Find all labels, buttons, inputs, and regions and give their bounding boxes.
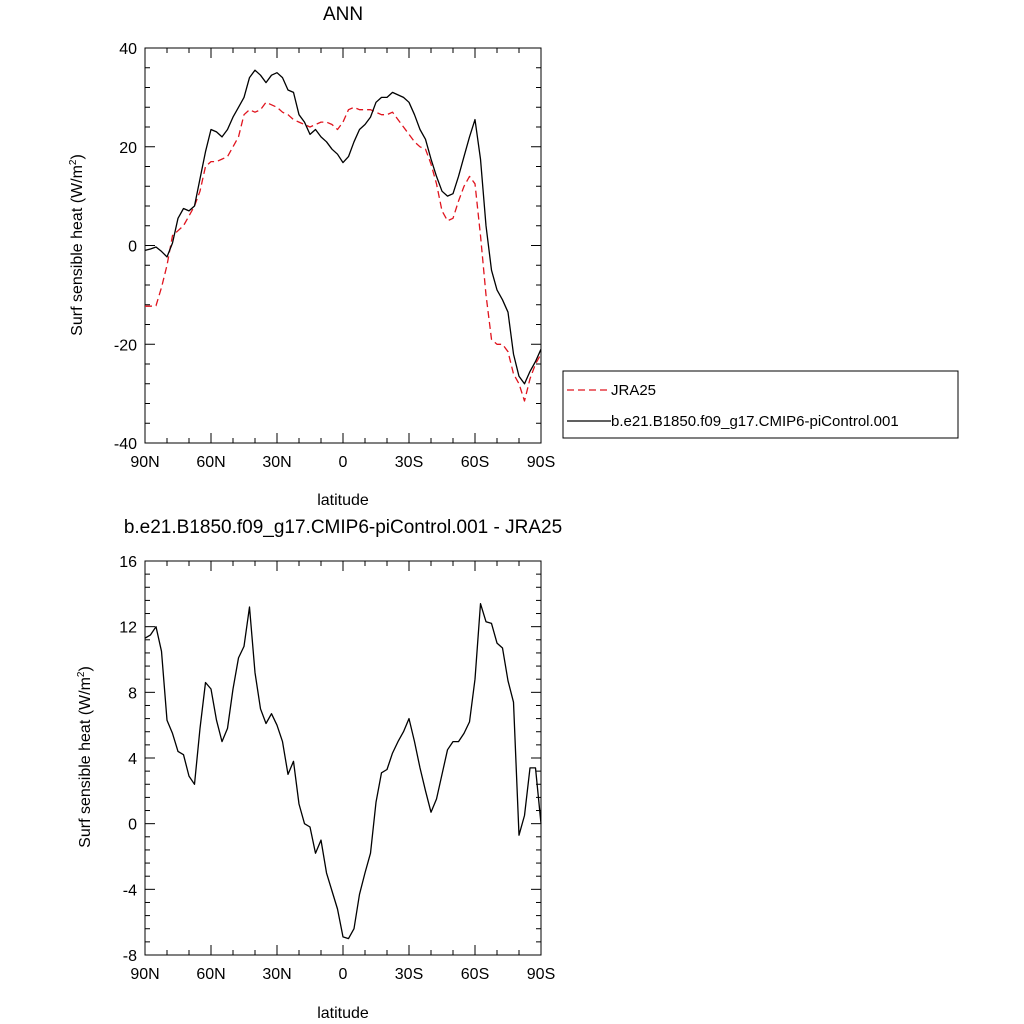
y-tick-label: -40 (114, 436, 137, 453)
x-tick-label: 60N (196, 966, 225, 983)
y-tick-label: 20 (119, 140, 137, 157)
y-tick-label: -20 (114, 337, 137, 354)
series-line-b-e21-b1850-f09-g17-cmip6-picontrol-001 (144, 69, 542, 385)
y-tick-label: -8 (123, 948, 137, 965)
x-tick-label: 30N (262, 966, 291, 983)
x-tick-label: 60S (461, 454, 489, 471)
legend-box (562, 370, 959, 439)
x-tick-label: 60S (461, 966, 489, 983)
y-tick-label: 16 (119, 554, 137, 571)
chart-title: b.e21.B1850.f09_g17.CMIP6-piControl.001 … (124, 517, 562, 538)
y-tick-label: 8 (128, 685, 137, 702)
y-tick-label: 40 (119, 41, 137, 58)
x-tick-label: 30N (262, 454, 291, 471)
y-axis-label: Surf sensible heat (W/m2) (76, 666, 94, 848)
x-tick-label: 90S (527, 966, 555, 983)
plot-area: 90N 60N 30N 0 30S 60S 90S -8 -4 0 4 8 12 16 (119, 554, 555, 983)
y-tick-label: 4 (128, 751, 137, 768)
x-tick-label: 90S (527, 454, 555, 471)
y-axis-label: Surf sensible heat (W/m2) (68, 154, 86, 336)
y-tick-label: -4 (123, 882, 137, 899)
y-axis-label-close: ) (69, 154, 86, 159)
x-tick-label: 0 (339, 454, 348, 471)
y-tick-label: 12 (119, 620, 137, 637)
legend-label-jra25: JRA25 (611, 382, 656, 399)
plot-area: 90N 60N 30N 0 30S 60S 90S -40 -20 0 20 40 (114, 41, 555, 471)
y-tick-label: 0 (128, 239, 137, 256)
x-tick-label: 90N (130, 454, 159, 471)
x-tick-label: 0 (339, 966, 348, 983)
y-axis-label-close: ) (77, 666, 94, 671)
legend: JRA25 b.e21.B1850.f09_g17.CMIP6-piContro… (562, 370, 959, 439)
legend-label-model: b.e21.B1850.f09_g17.CMIP6-piControl.001 (611, 413, 899, 430)
plot-frame (144, 560, 542, 956)
chart-title: ANN (323, 4, 363, 25)
bottom-panel: b.e21.B1850.f09_g17.CMIP6-piControl.001 … (76, 517, 562, 1022)
y-axis-label-text: Surf sensible heat (W/m (77, 677, 94, 848)
y-tick-label: 0 (128, 817, 137, 834)
x-tick-label: 90N (130, 966, 159, 983)
x-tick-label: 30S (395, 454, 423, 471)
y-axis-label-text: Surf sensible heat (W/m (69, 165, 86, 336)
top-panel: ANN 90N 60N 30N 0 30S 60S 90S -40 -20 0 20 40 latit… (68, 4, 555, 509)
y-axis-label-superscript: 2 (76, 671, 87, 677)
x-tick-label: 30S (395, 966, 423, 983)
x-axis-label: latitude (317, 492, 369, 509)
x-tick-label: 60N (196, 454, 225, 471)
series-line-jra25 (145, 101, 542, 402)
x-axis-label: latitude (317, 1005, 369, 1022)
y-axis-label-superscript: 2 (68, 159, 79, 165)
series-line-difference (144, 603, 542, 940)
